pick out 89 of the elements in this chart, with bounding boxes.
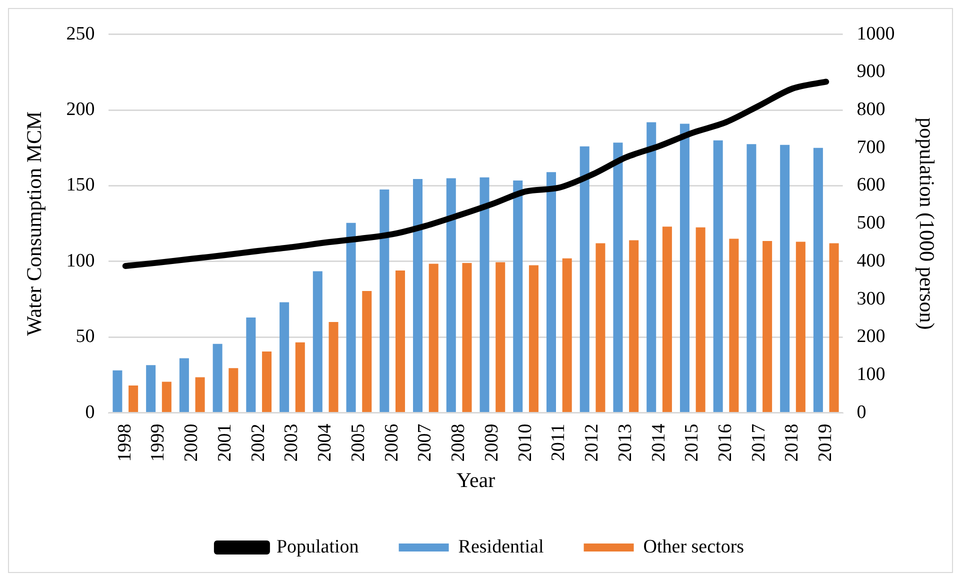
x-tick-label: 2016 xyxy=(714,424,736,462)
bar xyxy=(295,342,305,412)
bar xyxy=(796,242,806,412)
bar xyxy=(328,322,338,412)
bar xyxy=(162,382,172,412)
bar xyxy=(128,386,138,412)
x-tick-label: 2000 xyxy=(181,424,202,462)
y2-tick-label: 600 xyxy=(856,174,886,196)
bar xyxy=(546,172,556,412)
y-tick-label: 100 xyxy=(66,250,95,272)
bar xyxy=(629,240,639,412)
bar xyxy=(312,271,322,412)
bar xyxy=(362,290,372,412)
bar xyxy=(146,365,156,412)
y2-tick-label: 500 xyxy=(856,212,886,234)
bar xyxy=(646,122,656,412)
y2-tick-label: 800 xyxy=(856,99,886,120)
y-axis-title: Water Consumption MCM xyxy=(22,110,46,336)
x-tick-label: 2010 xyxy=(514,424,536,462)
bar xyxy=(212,344,222,412)
bar xyxy=(513,180,523,412)
bar xyxy=(813,148,823,412)
bar xyxy=(396,270,406,412)
bar xyxy=(346,222,356,412)
x-tick-label: 2012 xyxy=(582,424,603,462)
bar xyxy=(496,262,506,412)
bar xyxy=(246,317,256,412)
bar xyxy=(428,264,438,412)
y2-tick-label: 400 xyxy=(856,250,886,272)
bar xyxy=(480,177,490,412)
bar xyxy=(746,144,756,412)
bar xyxy=(380,190,390,412)
x-tick-label: 2009 xyxy=(481,424,502,462)
legend-label: Residential xyxy=(458,536,544,558)
x-tick-label: 2019 xyxy=(815,424,836,462)
x-tick-label: 2018 xyxy=(782,424,803,462)
bar xyxy=(680,124,690,412)
bar xyxy=(613,142,623,412)
bar xyxy=(462,262,472,412)
y-tick-label: 150 xyxy=(66,174,95,196)
bar xyxy=(713,140,723,412)
bar xyxy=(580,146,590,412)
x-tick-label: 2001 xyxy=(214,424,236,462)
y2-tick-label: 200 xyxy=(856,326,886,348)
y-tick-label: 0 xyxy=(85,402,95,423)
bar xyxy=(446,178,456,412)
y2-tick-label: 0 xyxy=(856,402,866,423)
y-tick-label: 50 xyxy=(76,326,95,348)
x-tick-label: 2007 xyxy=(414,424,436,462)
bar xyxy=(528,265,538,412)
y-tick-label: 250 xyxy=(66,23,95,44)
x-tick-label: 2002 xyxy=(248,424,269,462)
x-tick-label: 2006 xyxy=(381,424,402,462)
y2-tick-label: 700 xyxy=(856,136,886,158)
bar xyxy=(662,226,672,412)
y2-axis-title: population (1000 person) xyxy=(914,117,939,330)
x-tick-label: 2005 xyxy=(348,424,369,462)
x-tick-label: 1998 xyxy=(114,424,136,462)
x-tick-label: 1999 xyxy=(148,424,169,462)
x-axis-title: Year xyxy=(456,468,496,492)
bar xyxy=(596,243,606,412)
bar xyxy=(413,178,423,412)
bar xyxy=(228,368,238,412)
x-tick-label: 2013 xyxy=(614,424,636,462)
x-tick-label: 2015 xyxy=(682,424,703,462)
bar xyxy=(179,358,189,412)
y2-tick-label: 300 xyxy=(856,288,886,310)
y2-tick-label: 100 xyxy=(856,364,886,385)
y-tick-label: 200 xyxy=(66,99,95,120)
bar xyxy=(262,352,272,412)
x-tick-label: 2008 xyxy=(448,424,470,462)
x-tick-label: 2014 xyxy=(648,423,670,462)
x-tick-label: 2003 xyxy=(281,424,302,462)
bar xyxy=(729,238,739,412)
y2-tick-label: 1000 xyxy=(856,23,895,44)
bar xyxy=(762,241,772,412)
bar xyxy=(112,370,122,412)
bar xyxy=(780,144,790,412)
bar xyxy=(829,243,839,412)
bar xyxy=(696,227,706,412)
y2-tick-label: 900 xyxy=(856,61,886,82)
x-tick-label: 2004 xyxy=(314,423,336,462)
x-tick-label: 2017 xyxy=(748,424,770,462)
legend-label: Other sectors xyxy=(643,536,744,558)
bar xyxy=(195,377,205,412)
bar xyxy=(280,302,290,412)
x-tick-label: 2011 xyxy=(548,424,570,462)
legend-label: Population xyxy=(276,536,360,558)
bar xyxy=(562,258,572,412)
